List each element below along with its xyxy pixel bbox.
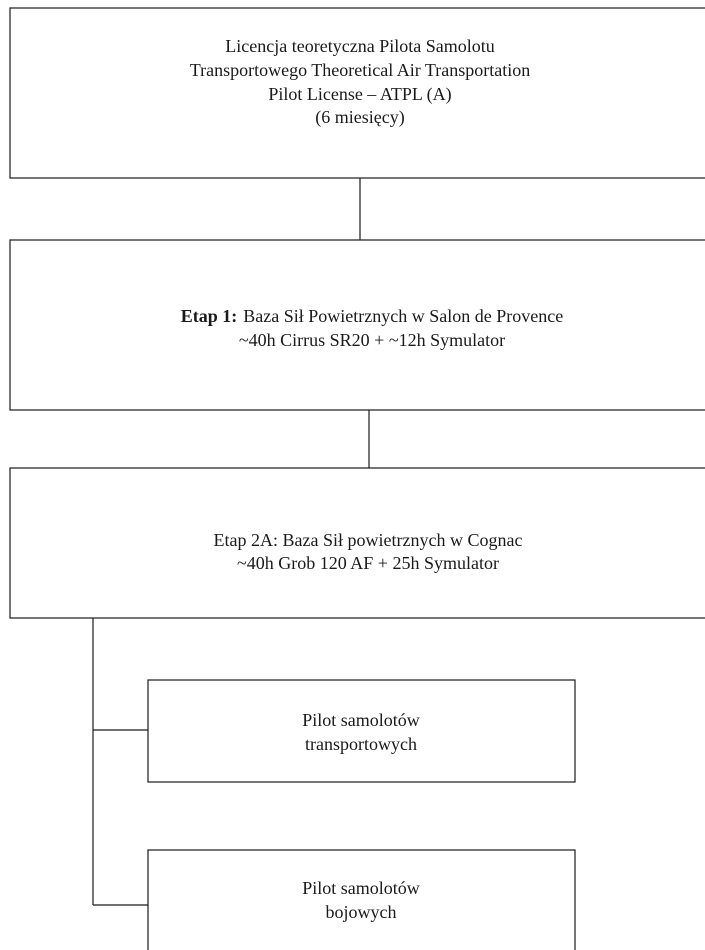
node-text: Pilot samolotów bbox=[302, 878, 420, 898]
node-text: Licencja teoretyczna Pilota Samolotu bbox=[225, 36, 494, 56]
node-text: transportowych bbox=[305, 734, 417, 754]
node-text: ~40h Cirrus SR20 + ~12h Symulator bbox=[239, 330, 505, 350]
node-text: (6 miesięcy) bbox=[315, 107, 404, 128]
node-label-bold: Etap 1: bbox=[181, 306, 238, 326]
node-box bbox=[9, 7, 705, 179]
node-text: Transportowego Theoretical Air Transport… bbox=[190, 60, 530, 80]
node-text: Etap 1: Baza Sił Powietrznych w Salon de … bbox=[181, 306, 563, 326]
node-text: Etap 2A: Baza Sił powietrznych w Cognac bbox=[214, 530, 523, 550]
node-box bbox=[9, 467, 705, 619]
node-box bbox=[147, 849, 576, 950]
node-box bbox=[147, 679, 576, 783]
node-text: Pilot License – ATPL (A) bbox=[268, 84, 451, 105]
node-text: ~40h Grob 120 AF + 25h Symulator bbox=[237, 553, 499, 573]
node-box bbox=[9, 239, 705, 411]
node-text: Pilot samolotów bbox=[302, 710, 420, 730]
node-text-part: Baza Sił Powietrznych w Salon de Provenc… bbox=[243, 306, 563, 326]
node-text: bojowych bbox=[326, 902, 397, 922]
